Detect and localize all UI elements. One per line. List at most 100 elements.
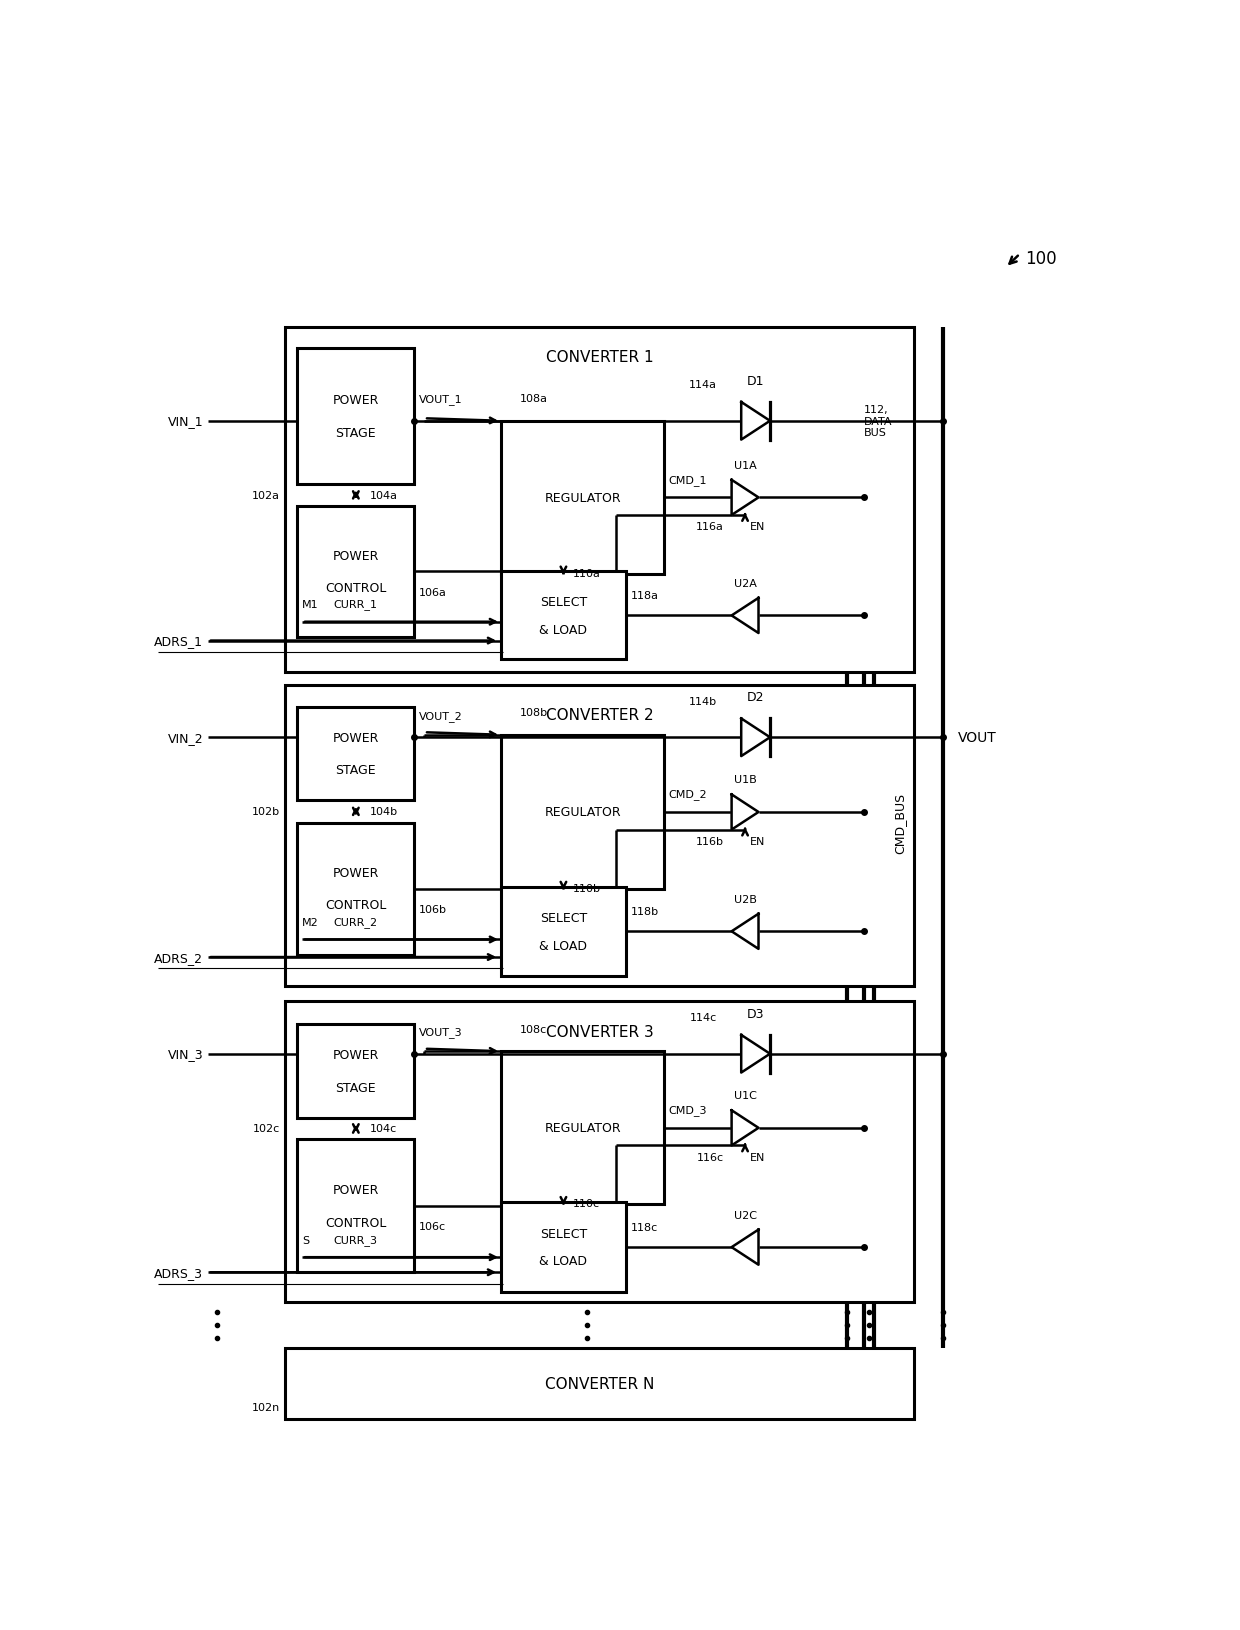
Polygon shape — [732, 598, 759, 634]
Text: U2C: U2C — [734, 1209, 756, 1219]
Text: POWER: POWER — [332, 1183, 379, 1196]
Text: POWER: POWER — [332, 549, 379, 562]
Text: CMD_1: CMD_1 — [668, 474, 707, 486]
Text: SELECT: SELECT — [539, 911, 587, 924]
Bar — [285, 685, 914, 986]
Bar — [501, 1051, 665, 1205]
Polygon shape — [732, 795, 759, 830]
Text: S: S — [303, 1236, 309, 1245]
Text: POWER: POWER — [332, 394, 379, 406]
Text: 102c: 102c — [253, 1123, 280, 1134]
Text: EN: EN — [750, 522, 765, 531]
Text: 110c: 110c — [573, 1198, 600, 1208]
Polygon shape — [732, 481, 759, 515]
Bar — [285, 1348, 914, 1420]
Bar — [501, 735, 665, 890]
Text: CONTROL: CONTROL — [325, 582, 387, 595]
Text: VIN_3: VIN_3 — [167, 1048, 203, 1061]
Text: CURR_2: CURR_2 — [334, 916, 378, 927]
Text: U1A: U1A — [734, 460, 756, 471]
Text: CONVERTER 3: CONVERTER 3 — [546, 1024, 653, 1038]
Text: CONVERTER N: CONVERTER N — [544, 1376, 655, 1390]
Text: EN: EN — [750, 836, 765, 846]
Text: CURR_3: CURR_3 — [334, 1234, 378, 1245]
Text: U1B: U1B — [734, 774, 756, 786]
Text: M2: M2 — [303, 918, 319, 927]
Text: 114b: 114b — [689, 696, 717, 706]
Text: VOUT_3: VOUT_3 — [419, 1027, 463, 1038]
Text: & LOAD: & LOAD — [539, 623, 588, 636]
Text: VIN_1: VIN_1 — [167, 416, 203, 429]
Text: STAGE: STAGE — [336, 427, 376, 440]
Text: 104b: 104b — [371, 807, 398, 817]
Polygon shape — [742, 403, 770, 440]
Text: VOUT_2: VOUT_2 — [419, 711, 463, 722]
Text: SELECT: SELECT — [539, 595, 587, 608]
Text: 118c: 118c — [631, 1222, 658, 1232]
Text: VOUT_1: VOUT_1 — [419, 394, 463, 406]
Text: CMD_3: CMD_3 — [668, 1105, 707, 1115]
Bar — [501, 1203, 626, 1293]
Text: 106a: 106a — [419, 587, 448, 597]
Text: ADRS_2: ADRS_2 — [154, 950, 203, 963]
Text: CONVERTER 2: CONVERTER 2 — [546, 707, 653, 722]
Text: D2: D2 — [746, 691, 764, 704]
Text: 106c: 106c — [419, 1221, 446, 1231]
Text: CMD_2: CMD_2 — [668, 789, 707, 800]
Text: 108a: 108a — [521, 394, 548, 404]
Bar — [298, 823, 414, 955]
Text: D1: D1 — [746, 375, 764, 388]
Text: 114c: 114c — [689, 1012, 717, 1022]
Text: REGULATOR: REGULATOR — [544, 805, 621, 818]
Text: POWER: POWER — [332, 866, 379, 879]
Text: U2A: U2A — [734, 579, 756, 588]
Text: & LOAD: & LOAD — [539, 1255, 588, 1268]
Text: U1C: U1C — [734, 1090, 756, 1100]
Text: CMD_BUS: CMD_BUS — [893, 792, 906, 854]
Bar — [285, 1001, 914, 1302]
Text: VIN_2: VIN_2 — [167, 732, 203, 745]
Text: 116c: 116c — [697, 1152, 724, 1162]
Bar — [298, 707, 414, 800]
Text: 100: 100 — [1024, 249, 1056, 267]
Polygon shape — [742, 719, 770, 756]
Text: 106b: 106b — [419, 905, 448, 914]
Text: 102n: 102n — [252, 1402, 280, 1412]
Text: EN: EN — [750, 1152, 765, 1162]
Text: 118a: 118a — [631, 592, 658, 601]
Bar — [298, 1139, 414, 1273]
Text: D3: D3 — [746, 1007, 764, 1020]
Text: 108b: 108b — [521, 707, 548, 717]
Text: 108c: 108c — [521, 1024, 547, 1033]
Polygon shape — [742, 1035, 770, 1073]
Text: 104c: 104c — [371, 1123, 398, 1134]
Polygon shape — [732, 1110, 759, 1146]
Polygon shape — [732, 1229, 759, 1265]
Text: 104a: 104a — [371, 491, 398, 500]
Text: 114a: 114a — [689, 380, 717, 390]
Text: STAGE: STAGE — [336, 1081, 376, 1094]
Text: REGULATOR: REGULATOR — [544, 492, 621, 505]
Text: POWER: POWER — [332, 1048, 379, 1061]
Text: 110b: 110b — [573, 883, 601, 893]
Text: CONTROL: CONTROL — [325, 898, 387, 911]
Text: 116a: 116a — [696, 522, 724, 531]
Bar — [298, 349, 414, 484]
Bar — [501, 422, 665, 575]
Text: CONTROL: CONTROL — [325, 1216, 387, 1229]
Text: 118b: 118b — [631, 906, 658, 916]
Text: 116b: 116b — [696, 836, 724, 846]
Text: VOUT: VOUT — [957, 730, 996, 745]
Polygon shape — [732, 914, 759, 949]
Text: ADRS_1: ADRS_1 — [154, 634, 203, 647]
Text: 102a: 102a — [252, 491, 280, 500]
Bar — [501, 887, 626, 976]
Bar — [298, 1024, 414, 1118]
Text: ADRS_3: ADRS_3 — [154, 1267, 203, 1280]
Bar — [285, 328, 914, 673]
Text: & LOAD: & LOAD — [539, 939, 588, 952]
Text: 112,
DATA
BUS: 112, DATA BUS — [864, 404, 893, 438]
Text: U2B: U2B — [734, 895, 756, 905]
Text: STAGE: STAGE — [336, 764, 376, 778]
Bar — [298, 507, 414, 637]
